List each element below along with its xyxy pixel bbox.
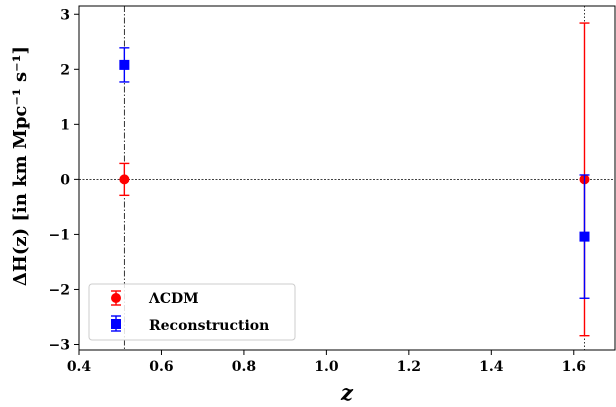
y-tick-label-4: 0 [60, 172, 70, 188]
x-tick-label-4: 1.0 [314, 359, 339, 375]
legend-lcdm-label: ΛCDM [148, 291, 199, 307]
legend-lcdm-marker [111, 293, 121, 303]
y-axis-label: ΔH(z) [in km Mpc⁻¹ s⁻¹] [10, 46, 31, 286]
y-tick-label-6: 2 [60, 62, 70, 78]
x-tick-label-7: 1.6 [562, 359, 586, 375]
legend-reconstruction-label: Reconstruction [149, 318, 269, 334]
legend: ΛCDM Reconstruction [89, 284, 295, 340]
x-tick-label-1: 0.4 [67, 359, 92, 375]
y-axis-label-text: ΔH(z) [in km Mpc⁻¹ s⁻¹] [10, 46, 31, 286]
y-tick-label-5: 1 [60, 117, 70, 133]
x-axis-label: z [340, 380, 354, 405]
y-tick-label-7: 3 [60, 7, 70, 23]
series-2 [119, 48, 589, 298]
point-s1-p1 [119, 174, 129, 184]
x-tick-label-5: 1.2 [397, 359, 421, 375]
x-tick-label-3: 0.8 [232, 359, 256, 375]
y-tick-label-1: −3 [49, 337, 70, 353]
x-tick-label-6: 1.4 [479, 359, 504, 375]
point-s2-p1 [119, 60, 129, 70]
x-tick-label-2: 0.6 [149, 359, 173, 375]
y-tick-label-3: −1 [49, 227, 70, 243]
point-s2-p2 [579, 232, 589, 242]
legend-reconstruction-marker [111, 319, 121, 329]
y-tick-label-2: −2 [49, 282, 70, 298]
